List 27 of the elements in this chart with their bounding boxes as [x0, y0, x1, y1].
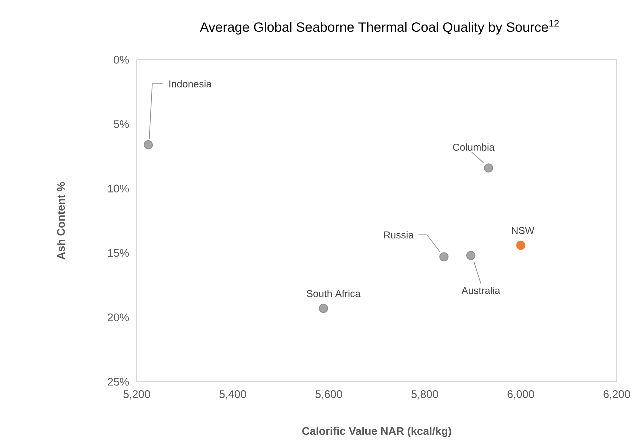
y-tick-label: 10%	[108, 184, 130, 193]
point	[440, 252, 449, 262]
y-tick-label: 5%	[114, 120, 130, 128]
x-tick-label: 6,000	[508, 390, 534, 400]
point	[516, 240, 526, 250]
annotation: Russia	[384, 231, 414, 239]
x-tick-label: 6,200	[604, 390, 630, 400]
annotation: Indonesia	[170, 80, 212, 88]
point	[319, 304, 328, 314]
point	[484, 164, 494, 173]
point	[466, 251, 476, 260]
annotation: NSW	[512, 227, 535, 234]
y-tick-label: 15%	[108, 249, 130, 258]
chart-title: Average Global Seaborne Thermal Coal Quality by Source$^{12}$	[200, 20, 559, 35]
point	[144, 140, 154, 150]
annotation: Australia	[462, 286, 500, 294]
x-tick-label: 5,400	[220, 390, 246, 400]
annotation: South Africa	[307, 290, 361, 298]
y-axis-title: Ash Content %	[57, 182, 66, 260]
x-tick-label: 5,800	[412, 390, 438, 400]
y-tick-label: 0%	[114, 56, 130, 64]
y-tick-label: 20%	[108, 314, 130, 322]
x-tick-label: 5,600	[316, 390, 342, 400]
y-tick-label: 25%	[108, 378, 130, 386]
x-tick-label: 5,200	[124, 390, 150, 400]
annotation: Columbia	[453, 144, 495, 151]
x-axis-title: Calorific Value NAR (kcal/kg)	[302, 427, 452, 438]
